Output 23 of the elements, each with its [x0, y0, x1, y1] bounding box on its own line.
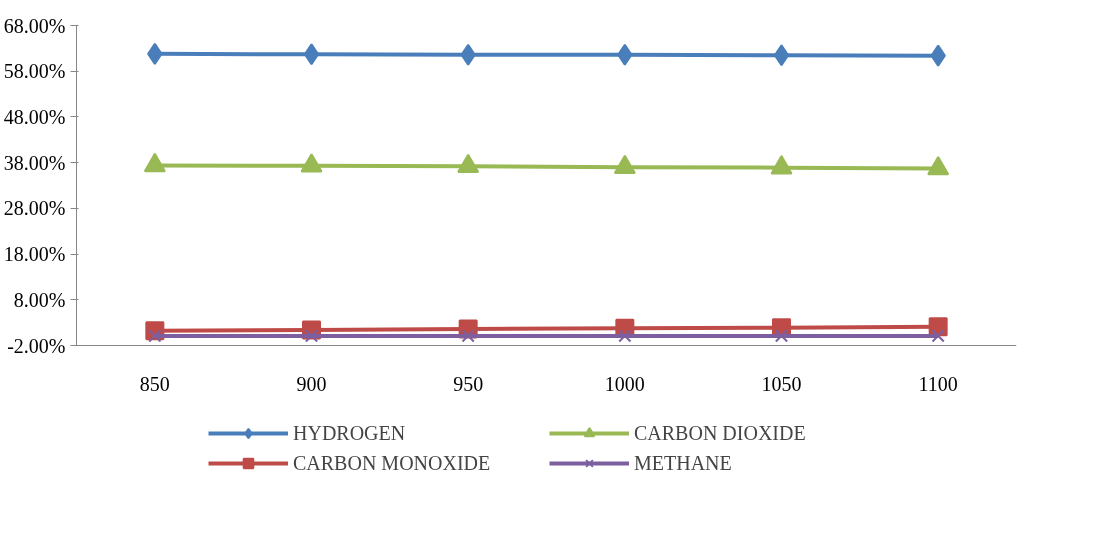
y-tick-label: 18.00%: [3, 243, 66, 266]
y-tick-label: 28.00%: [3, 197, 66, 220]
y-tick-label: 58.00%: [3, 60, 66, 83]
x-tick-label: 1050: [761, 372, 802, 395]
legend-label: CARBON MONOXIDE: [293, 451, 492, 475]
y-tick-label: 68.00%: [3, 14, 66, 37]
legend-label: CARBON DIOXIDE: [634, 421, 807, 445]
y-tick-label: 8.00%: [13, 288, 66, 311]
point: [303, 43, 320, 66]
point: [618, 329, 632, 343]
y-tick-label: -2.00%: [7, 334, 66, 357]
x-tick-label: 850: [139, 372, 170, 395]
x-tick-label: 1000: [604, 372, 645, 395]
legend-label: HYDROGEN: [293, 421, 407, 445]
x-tick-label: 1100: [918, 372, 958, 395]
y-tick-label: 48.00%: [3, 105, 66, 128]
x-tick-label: 950: [453, 372, 484, 395]
legend-label: METHANE: [634, 451, 733, 475]
y-tick-label: 38.00%: [3, 151, 66, 174]
point: [773, 44, 790, 67]
point: [774, 329, 789, 343]
x-tick-label: 900: [296, 372, 327, 395]
point: [931, 329, 945, 343]
